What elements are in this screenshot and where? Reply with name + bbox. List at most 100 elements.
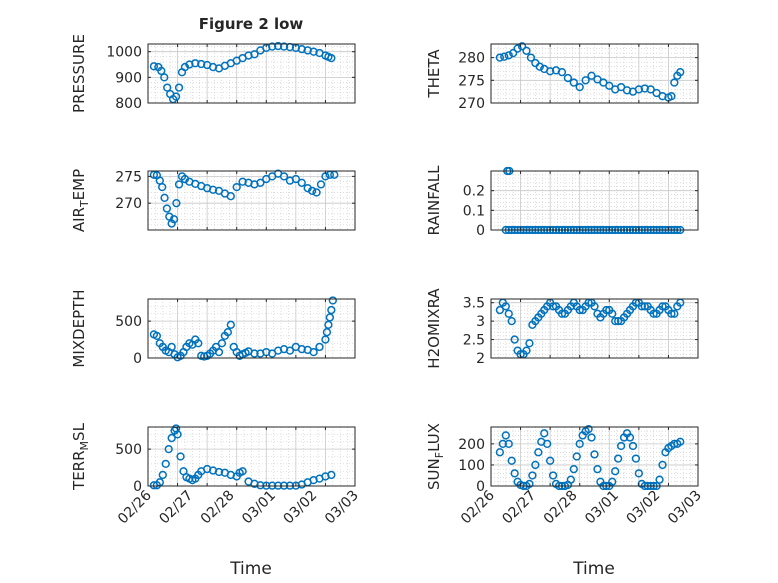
data-point [327,305,336,315]
data-point [634,469,644,478]
plot-area [148,427,355,486]
data-point [507,316,516,326]
y-axis-label-main: THETA [425,49,443,99]
data-point [279,42,289,51]
data-point [152,331,162,341]
data-point [676,437,685,446]
y-axis-label-main: MIXDEPTH [70,289,88,367]
data-point [173,430,182,439]
subplot-3: 270 275 AIRTEMP [70,169,356,232]
subplot-6: 2 2.5 3 3.5 H2OMIXRA [425,288,699,369]
y-tick-label: 3.5 [463,296,485,312]
data-point [649,309,658,318]
data-point [160,73,169,82]
data-point [569,78,578,87]
data-point [548,302,558,311]
y-axis-label-main: RAINFALL [425,165,443,236]
data-point [572,452,581,461]
data-point [500,52,509,61]
data-point [557,67,567,77]
axes-box [490,43,699,104]
data-point [625,433,635,442]
data-point [575,82,584,92]
data-point [309,347,318,357]
data-point [528,471,537,480]
data-point [315,342,324,352]
data-point [637,302,646,311]
data-point [569,464,578,474]
y-axis-label-tail: EMP [70,169,88,200]
axes-box [490,170,699,231]
data-point [658,302,667,311]
y-tick-label: 900 [115,70,142,86]
data-point [531,460,540,470]
data-point [501,431,510,440]
y-axis-label-subscript: M [78,441,91,451]
data-point [504,309,513,318]
data-point [507,456,516,465]
data-point [160,193,169,202]
axes-box [147,43,356,104]
data-point [158,470,167,480]
data-point [226,320,235,329]
data-point [593,464,602,474]
y-tick-label: 270 [115,196,142,212]
y-tick-label: 500 [115,314,142,330]
y-tick-label: 280 [458,51,485,67]
y-tick-label: 0 [133,351,142,367]
data-point [575,305,584,315]
data-point [670,78,679,87]
subplot-4: 0 0.1 0.2 RAINFALL [425,165,699,239]
data-point [327,53,336,63]
data-point [628,441,638,451]
y-tick-label: 270 [458,96,485,112]
y-tick-label: 100 [458,458,485,474]
data-point [273,41,283,51]
data-point [605,81,614,90]
y-tick-label: 2.5 [463,333,485,349]
data-point [191,59,200,68]
data-point [557,309,567,318]
data-point [513,44,522,53]
y-axis-label-tail: LUX [425,423,443,452]
y-tick-label: 3 [476,314,485,330]
x-axis-label-right: Time [572,559,615,579]
data-point [548,471,558,480]
y-axis-label: PRESSURE [70,34,88,113]
data-point [631,454,641,463]
y-axis-label: TERRMSL [70,422,91,491]
data-point [616,441,626,451]
data-point [256,481,265,490]
data-point [171,92,181,101]
data-point [504,439,513,449]
data-point [545,67,555,76]
data-point [312,188,321,197]
data-point [325,313,335,322]
data-point [176,452,185,461]
data-point [163,83,172,92]
data-point [501,302,510,311]
data-point [640,302,649,311]
data-point [279,172,289,181]
subplot-5: 0 500 MIXDEPTH [70,289,356,368]
data-point [522,46,531,55]
data-point [535,62,544,71]
axes-box [490,426,699,487]
data-point [297,345,306,354]
data-point [655,475,664,484]
subplot-2: 270 275 280 THETA [425,42,699,112]
data-point [223,328,232,337]
data-point [525,339,534,348]
data-point [149,62,159,71]
y-tick-label: 0.2 [463,184,485,200]
data-point [164,444,173,454]
y-axis-label-subscript: F [433,452,446,458]
data-point [646,85,655,94]
axes-box [147,298,356,359]
data-point [670,309,679,318]
data-point [162,204,172,213]
y-tick-label: 0.1 [463,203,485,219]
data-point [504,51,513,60]
y-axis-label-main: PRESSURE [70,34,88,113]
